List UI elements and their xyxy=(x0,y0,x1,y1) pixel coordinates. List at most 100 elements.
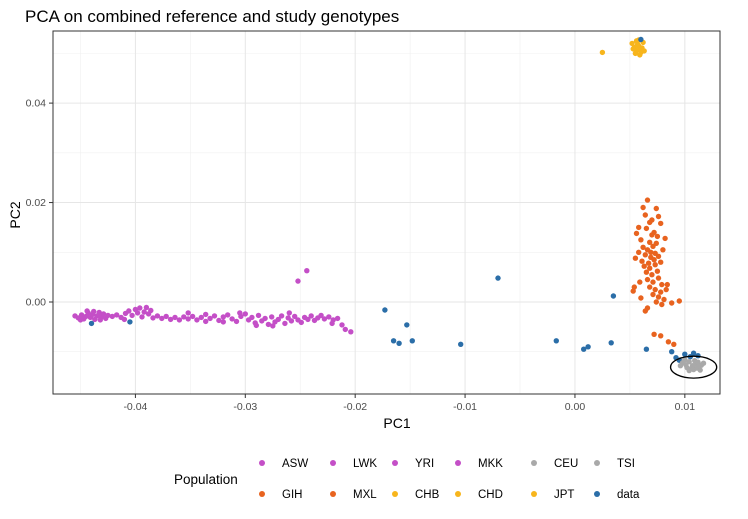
data-point xyxy=(409,338,415,344)
legend-label: CHD xyxy=(478,489,503,501)
data-point xyxy=(640,244,646,250)
data-point xyxy=(640,204,646,211)
data-point xyxy=(216,317,222,324)
data-point xyxy=(237,310,243,316)
data-point xyxy=(632,255,639,261)
data-point xyxy=(651,331,657,337)
data-point xyxy=(255,312,262,319)
x-tick-label: -0.01 xyxy=(453,401,477,413)
data-point xyxy=(647,219,653,226)
data-point xyxy=(682,357,688,363)
data-point xyxy=(396,340,402,346)
panel-border xyxy=(52,30,721,395)
legend-label: MXL xyxy=(353,489,377,501)
data-point xyxy=(608,340,614,346)
data-point xyxy=(334,315,341,322)
data-point xyxy=(495,275,501,281)
x-tick-label: 0.01 xyxy=(675,401,696,413)
data-point xyxy=(659,301,665,308)
data-point xyxy=(649,272,655,278)
data-point xyxy=(139,314,145,320)
data-point xyxy=(658,333,664,339)
data-point xyxy=(630,288,636,294)
x-axis-label: PC1 xyxy=(383,415,410,431)
data-point xyxy=(651,257,657,263)
data-point xyxy=(686,359,692,365)
data-point xyxy=(644,197,651,203)
data-point xyxy=(189,313,196,320)
data-point xyxy=(629,40,635,47)
y-tick-label: 0.00 xyxy=(26,297,47,309)
data-point xyxy=(644,276,651,283)
data-point xyxy=(185,310,191,316)
data-point xyxy=(636,224,642,231)
data-point xyxy=(141,309,147,315)
legend-label: GIH xyxy=(282,489,302,501)
data-point xyxy=(676,298,682,304)
data-point xyxy=(198,314,204,321)
y-tick-label: 0.02 xyxy=(26,197,47,209)
data-point xyxy=(96,309,102,316)
data-point xyxy=(655,275,662,281)
legend-label: data xyxy=(617,489,640,501)
data-point xyxy=(700,360,707,366)
data-point xyxy=(648,249,654,255)
data-point xyxy=(655,253,662,259)
y-axis-label: PC2 xyxy=(7,201,23,228)
data-point xyxy=(652,286,658,293)
x-tick-label: -0.04 xyxy=(123,401,147,413)
data-point xyxy=(643,346,650,352)
data-point xyxy=(176,317,183,323)
data-point xyxy=(270,323,276,329)
legend-key xyxy=(392,491,398,497)
legend-key xyxy=(594,491,600,497)
data-point xyxy=(650,243,656,249)
data-point xyxy=(655,294,662,300)
data-point xyxy=(321,316,328,322)
data-point xyxy=(150,315,156,321)
data-point xyxy=(653,205,659,212)
highlight-ellipse xyxy=(669,355,718,379)
data-point xyxy=(637,279,643,285)
data-point xyxy=(638,237,644,243)
data-point xyxy=(660,247,666,253)
data-point xyxy=(262,315,268,322)
data-point xyxy=(686,367,692,374)
legend-label: ASW xyxy=(282,458,308,470)
data-point xyxy=(211,313,218,319)
legend-label: LWK xyxy=(353,458,377,470)
data-point xyxy=(163,313,169,320)
data-point xyxy=(669,300,675,306)
grid-minor xyxy=(53,31,720,394)
legend-title: Population xyxy=(174,472,238,487)
legend-key xyxy=(455,460,461,466)
y-tick-label: 0.04 xyxy=(26,98,47,110)
data-point xyxy=(194,317,200,323)
data-point xyxy=(220,319,226,325)
legend-label: TSI xyxy=(617,458,635,470)
data-point xyxy=(643,269,650,275)
data-point xyxy=(649,232,655,238)
data-point xyxy=(78,312,85,318)
data-point xyxy=(282,320,288,327)
y-axis-ticks: 0.00 0.02 0.04 xyxy=(26,98,53,309)
data-point xyxy=(278,313,285,319)
data-point xyxy=(633,230,640,237)
legend-label: JPT xyxy=(554,489,574,501)
data-point xyxy=(203,318,209,325)
data-point xyxy=(650,291,656,298)
data-point xyxy=(662,235,668,242)
data-point xyxy=(642,252,648,258)
data-point xyxy=(154,313,161,319)
data-point xyxy=(298,319,304,326)
data-point xyxy=(292,313,298,320)
data-point xyxy=(348,329,354,335)
data-point xyxy=(645,260,652,266)
data-point xyxy=(159,315,165,322)
data-point xyxy=(126,308,132,314)
annotations xyxy=(669,355,718,379)
data-point xyxy=(610,293,617,299)
data-point xyxy=(97,317,104,323)
data-point xyxy=(599,49,606,56)
